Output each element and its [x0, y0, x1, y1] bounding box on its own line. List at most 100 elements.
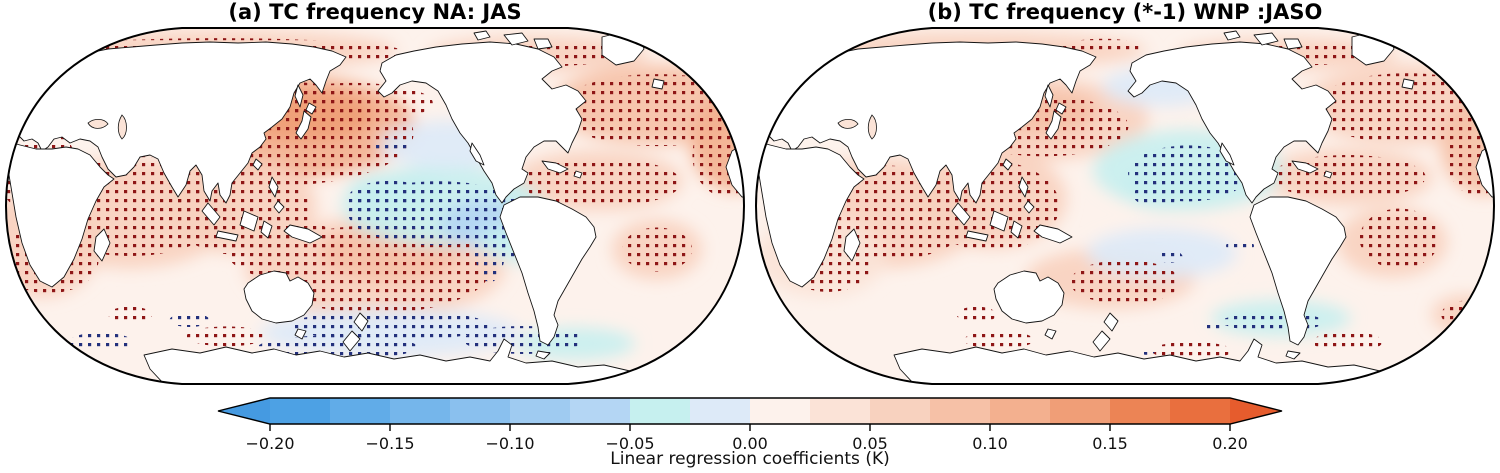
- colorbar-segment: [390, 398, 451, 424]
- stipple-positive: [621, 227, 692, 272]
- colorbar-tick-label: −0.20: [245, 434, 294, 453]
- landmass: [1092, 330, 1111, 352]
- landmass: [1018, 176, 1029, 198]
- landmass: [1223, 30, 1241, 41]
- stipple-positive: [956, 306, 997, 323]
- stipple-positive: [692, 113, 744, 198]
- map-panel-b: [754, 27, 1496, 385]
- landmass: [989, 210, 1009, 232]
- stipple-negative: [1133, 183, 1184, 208]
- stipple-negative: [68, 332, 133, 351]
- landmass: [756, 140, 865, 288]
- colorbar-label: Linear regression coefficients (K): [610, 449, 890, 469]
- colorbar-segment: [930, 398, 991, 424]
- colorbar-segment: [810, 398, 871, 424]
- colorbar-tick-label: 0.20: [1212, 434, 1248, 453]
- landmass: [1033, 224, 1073, 244]
- colorbar: −0.20 −0.15 −0.10 −0.05 0.00 0.05 0.10 0.15 0.20: [188, 396, 1312, 454]
- colorbar-segment: [630, 398, 691, 424]
- landmass: [1253, 32, 1279, 46]
- map-canvas: [756, 28, 1494, 384]
- stipple-positive: [923, 161, 1060, 251]
- colorbar-segment: [330, 398, 391, 424]
- landmass: [1023, 200, 1035, 214]
- landmass: [252, 158, 263, 171]
- landmass: [305, 102, 317, 115]
- colorbar-segment: [450, 398, 511, 424]
- landmass: [1103, 312, 1119, 332]
- landmass: [473, 30, 491, 41]
- landmass: [1044, 328, 1057, 340]
- stipple-negative: [1221, 312, 1326, 331]
- inland-sea: [837, 118, 859, 129]
- panel-b-title: (b) TC frequency (*-1) WNP :JASO: [927, 0, 1323, 24]
- stipple-positive: [1312, 331, 1383, 352]
- map-canvas: [6, 28, 744, 384]
- landmass: [268, 176, 279, 198]
- landmass: [1285, 350, 1301, 360]
- map-outline: [4, 27, 746, 385]
- colorbar-segments: [270, 398, 1231, 424]
- landmass: [1283, 38, 1303, 50]
- landmass: [1127, 41, 1337, 204]
- landmass: [1044, 84, 1054, 108]
- landmass: [295, 110, 312, 140]
- landmass: [761, 86, 774, 103]
- colorbar-segment: [1110, 398, 1171, 424]
- stipple-negative: [1204, 322, 1225, 333]
- landmass: [993, 270, 1065, 324]
- landmass: [734, 118, 744, 134]
- landmass: [342, 330, 361, 352]
- colorbar-segment: [870, 398, 931, 424]
- landmass: [469, 142, 485, 166]
- stipple-negative: [169, 313, 210, 328]
- landmass: [1401, 78, 1415, 90]
- stipple-positive: [186, 326, 267, 347]
- landmass: [215, 230, 239, 242]
- stipple-negative: [257, 335, 418, 360]
- inland-sea: [117, 114, 127, 140]
- colorbar-svg: −0.20 −0.15 −0.10 −0.05 0.00 0.05 0.10 0.15 0.20: [217, 397, 1283, 453]
- landmass: [765, 41, 1097, 204]
- landmass: [503, 32, 529, 46]
- landmass: [294, 328, 307, 340]
- stipple-positive: [1359, 208, 1440, 269]
- stipple-positive: [963, 330, 1034, 349]
- colorbar-tick-label: 0.05: [852, 434, 888, 453]
- landmass: [283, 224, 323, 244]
- stipple-negative: [371, 138, 408, 155]
- landmass: [243, 270, 315, 324]
- landmass: [499, 196, 597, 346]
- stipple-positive: [1062, 38, 1143, 55]
- map-outline: [754, 27, 1496, 385]
- inland-sea: [867, 114, 877, 140]
- landmass: [535, 350, 551, 360]
- colorbar-segment: [270, 398, 331, 424]
- landmass: [1323, 170, 1333, 179]
- landmass: [273, 200, 285, 214]
- panel-a-title: (a) TC frequency NA: JAS: [228, 0, 522, 24]
- landmasses: [756, 30, 1494, 384]
- map-panel-a: [4, 27, 746, 385]
- stipple-positive: [108, 306, 153, 323]
- colorbar-ticks: −0.20 −0.15 −0.10 −0.05 0.00 0.05 0.10 0.15 0.20: [245, 424, 1248, 453]
- colorbar-segment: [990, 398, 1051, 424]
- stipple-negative: [347, 180, 432, 217]
- colorbar-tick-label: −0.10: [485, 434, 534, 453]
- landmass: [1045, 110, 1062, 140]
- landmass: [651, 78, 665, 90]
- landmass: [1219, 142, 1235, 166]
- landmass: [377, 41, 587, 204]
- colorbar-segment: [510, 398, 571, 424]
- landmass: [1291, 160, 1319, 174]
- landmass: [294, 84, 304, 108]
- stipple-negative: [1226, 239, 1255, 252]
- landmass: [1002, 158, 1013, 171]
- stipple-negative: [1139, 346, 1156, 355]
- landmass: [843, 228, 861, 262]
- landmass: [573, 170, 583, 179]
- landmass: [541, 160, 569, 174]
- colorbar-segment: [570, 398, 631, 424]
- stipple-negative: [463, 325, 584, 354]
